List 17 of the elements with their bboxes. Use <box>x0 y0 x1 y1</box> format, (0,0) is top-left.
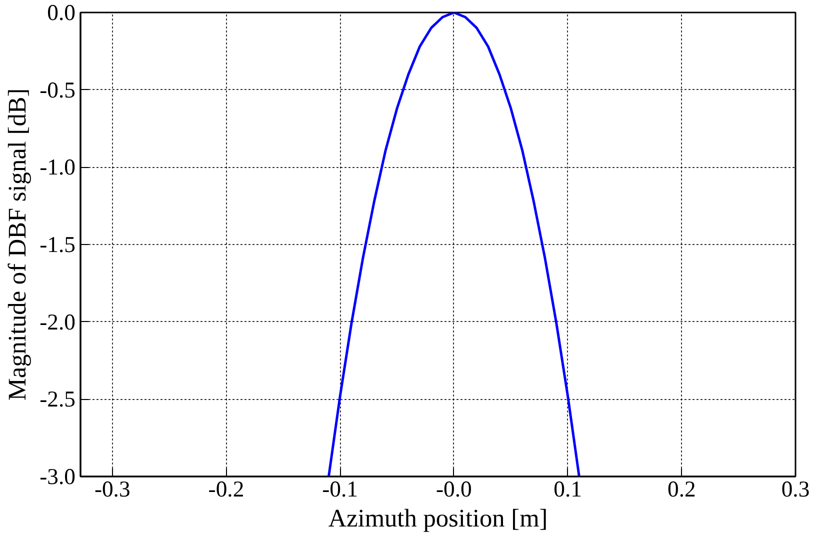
x-tick-label: 0.1 <box>554 476 582 502</box>
y-axis-title: Magnitude of DBF signal [dB] <box>4 88 32 401</box>
y-tick-label: -0.5 <box>40 77 76 102</box>
x-tick-label: 0.2 <box>667 476 696 502</box>
y-tick-label: -2.0 <box>40 309 76 334</box>
x-tick-label: 0.3 <box>781 476 810 502</box>
x-tick-label: -0.0 <box>436 476 472 502</box>
y-tick-label: -1.5 <box>40 232 76 257</box>
y-tick-label: -3.0 <box>40 464 76 489</box>
x-tick-label: -0.2 <box>208 476 244 502</box>
x-axis-title: Azimuth position [m] <box>328 504 548 532</box>
line-series <box>327 12 580 476</box>
y-tick-label: -1.0 <box>40 154 76 180</box>
x-tick-label: -0.3 <box>94 476 130 502</box>
x-tick-label: -0.1 <box>322 476 358 502</box>
y-tick-label: 0.0 <box>47 0 76 25</box>
y-tick-label: -2.5 <box>40 386 76 412</box>
